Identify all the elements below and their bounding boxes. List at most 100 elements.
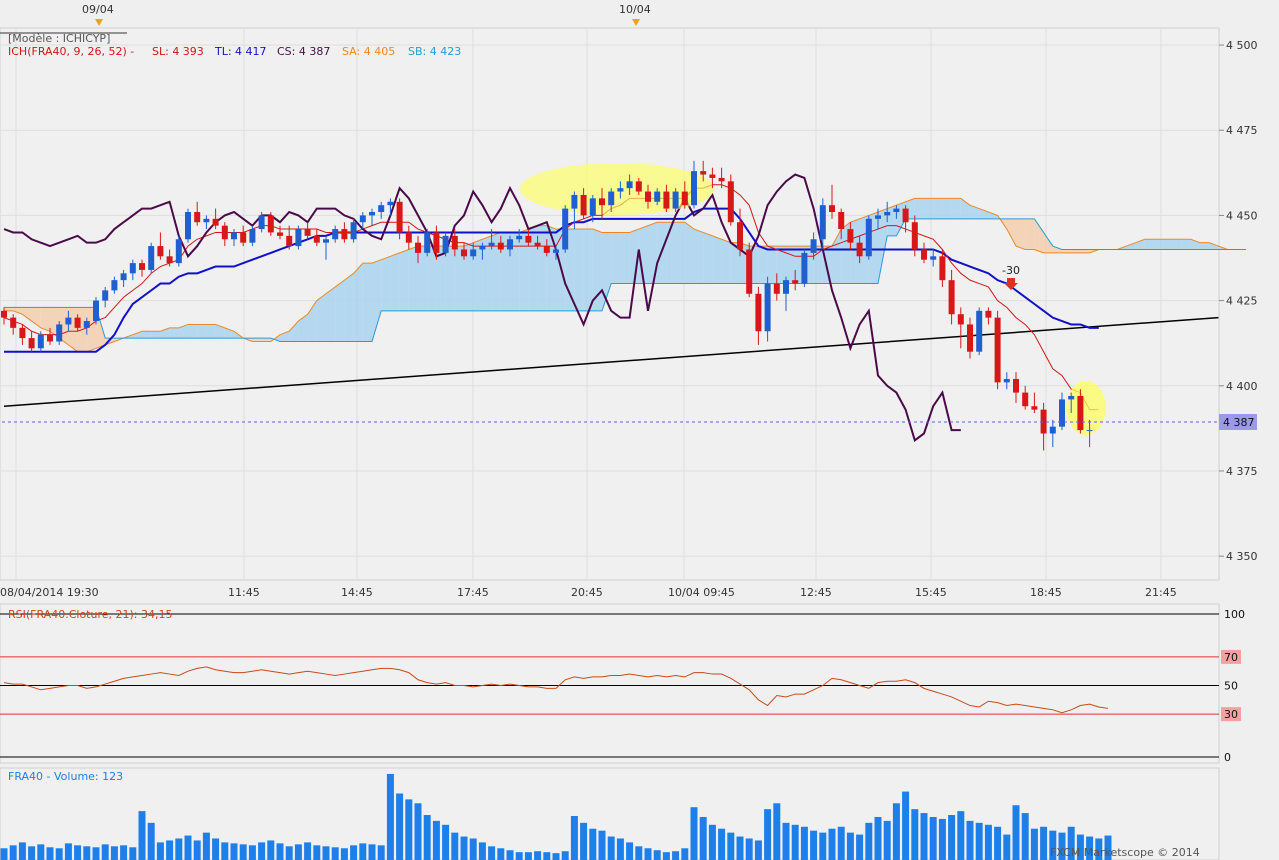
cloud-segment xyxy=(418,246,428,311)
volume-bar xyxy=(635,846,643,860)
volume-bar xyxy=(699,816,707,860)
candle-body xyxy=(10,317,17,328)
cloud-segment xyxy=(1016,218,1026,250)
candle-body xyxy=(341,229,348,240)
volume-bar xyxy=(892,803,900,860)
rsi-label: RSI(FRA40.Cloture, 21): 34,15 xyxy=(8,608,172,621)
price-tick-label: 4 400 xyxy=(1226,380,1258,393)
candle-body xyxy=(911,222,918,250)
volume-bar xyxy=(607,836,615,860)
candle-body xyxy=(139,263,145,270)
volume-bar xyxy=(902,791,910,860)
candle-body xyxy=(396,201,403,233)
sa-label: SA: 4 405 xyxy=(342,45,395,58)
rsi-level-badge xyxy=(1221,649,1241,664)
candle-body xyxy=(930,256,937,260)
candle-body xyxy=(875,215,881,219)
volume-bar xyxy=(994,826,1002,860)
volume-bar xyxy=(37,844,45,860)
candle-body xyxy=(939,256,946,281)
tl-label: TL: 4 417 xyxy=(214,45,267,58)
annotation-label: -30 xyxy=(1002,264,1020,277)
candle-body xyxy=(681,191,688,206)
volume-bar xyxy=(350,845,358,860)
candle-body xyxy=(442,235,449,253)
time-tick-label: 21:45 xyxy=(1145,586,1177,599)
cloud-segment xyxy=(151,331,161,339)
cloud-segment xyxy=(500,232,510,311)
candle-body xyxy=(589,198,596,216)
volume-bar xyxy=(442,824,450,860)
cloud-segment xyxy=(1062,249,1072,253)
candle-body xyxy=(497,242,504,250)
candle-body xyxy=(93,300,99,322)
volume-bar xyxy=(975,822,983,860)
volume-bar xyxy=(396,793,404,860)
candle-body xyxy=(313,235,320,243)
volume-label: FRA40 - Volume: 123 xyxy=(8,770,123,783)
rsi-level-badge xyxy=(1221,707,1241,722)
volume-bar xyxy=(285,846,293,860)
candle-body xyxy=(240,232,247,243)
candle-body xyxy=(672,191,679,209)
volume-bar xyxy=(120,845,128,860)
cloud-segment xyxy=(307,300,317,342)
rsi-level-label: 30 xyxy=(1224,708,1238,721)
candle-body xyxy=(635,181,642,192)
volume-bar xyxy=(736,836,744,860)
cloud-segment xyxy=(445,246,455,311)
volume-bar xyxy=(957,811,965,860)
volume-bar xyxy=(110,846,118,860)
volume-bar xyxy=(451,832,459,860)
volume-bar xyxy=(469,838,477,860)
candle-body xyxy=(424,232,431,253)
volume-bar xyxy=(773,803,781,860)
candle-body xyxy=(856,242,863,257)
senkou-b-line xyxy=(4,218,1246,342)
price-tick-label: 4 500 xyxy=(1226,39,1258,52)
cloud-segment xyxy=(206,324,216,339)
volume-bar xyxy=(248,845,256,860)
volume-bar xyxy=(1012,805,1020,860)
cloud-segment xyxy=(40,307,50,332)
candle-body xyxy=(83,321,90,328)
rsi-line xyxy=(3,666,1109,714)
time-tick-label: 17:45 xyxy=(457,586,489,599)
volume-bar xyxy=(524,852,532,860)
candle-body xyxy=(543,246,550,253)
cloud-segment xyxy=(454,246,464,311)
cloud-segment xyxy=(951,198,961,219)
cloud-segment xyxy=(1172,239,1182,250)
volume-bar xyxy=(147,822,155,860)
candle-body xyxy=(249,229,256,243)
candle-body xyxy=(737,222,743,250)
cloud-segment xyxy=(491,232,501,311)
candle-body xyxy=(553,249,559,253)
cloud-segment xyxy=(979,208,989,219)
volume-bar xyxy=(672,851,680,860)
volume-bar xyxy=(1003,834,1011,860)
candle-body xyxy=(332,229,339,240)
volume-bar xyxy=(1104,835,1112,860)
volume-bar xyxy=(810,830,818,860)
cloud-segment xyxy=(132,331,142,339)
cloud-segment xyxy=(390,252,400,311)
candle-body xyxy=(507,239,513,250)
cloud-segment xyxy=(519,229,529,311)
candle-body xyxy=(562,208,569,250)
volume-bar xyxy=(460,836,468,860)
candle-body xyxy=(470,249,477,257)
cloud-segment xyxy=(721,239,731,284)
cloud-segment xyxy=(1209,242,1219,250)
cloud-segment xyxy=(427,246,437,311)
rsi-level-label: 70 xyxy=(1224,651,1238,664)
volume-bar xyxy=(938,818,946,860)
cloud-segment xyxy=(1144,239,1154,250)
volume-bar xyxy=(405,799,413,860)
candle-body xyxy=(415,242,421,253)
candle-body xyxy=(700,171,707,175)
cloud-segment xyxy=(537,225,547,311)
volume-bar xyxy=(294,844,302,860)
cloud-segment xyxy=(648,222,658,284)
candle-body xyxy=(967,324,973,352)
